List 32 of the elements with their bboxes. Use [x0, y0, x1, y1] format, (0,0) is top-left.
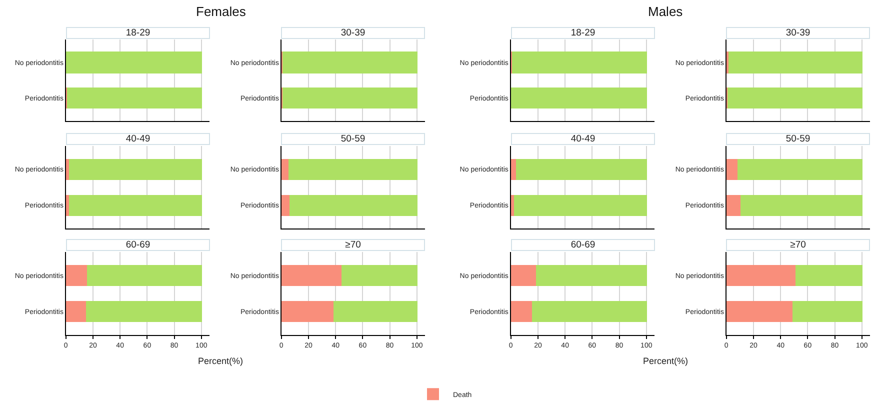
chart-title: 40-49	[570, 134, 596, 144]
bar	[333, 301, 418, 322]
bar	[66, 265, 87, 286]
chart-title: 18-29	[570, 28, 596, 38]
bar	[281, 301, 334, 322]
bar	[281, 265, 342, 286]
bar	[86, 265, 202, 286]
bar	[536, 265, 647, 286]
chart-title: 50-59	[786, 134, 810, 144]
bar	[726, 301, 792, 322]
bar	[792, 301, 862, 322]
chart-title: 18-29	[126, 28, 150, 38]
x-axis-title: Percent(%)	[643, 356, 688, 366]
bar	[341, 265, 418, 286]
x-axis-title: Percent(%)	[198, 356, 244, 366]
bar	[66, 301, 86, 322]
bar	[726, 265, 796, 286]
bar	[510, 265, 536, 286]
chart-title: ≥70	[345, 240, 361, 250]
chart-title: 30-39	[786, 28, 810, 38]
text: Females	[196, 4, 246, 19]
bar	[795, 265, 862, 286]
chart-title: ≥70	[790, 240, 806, 250]
chart-title: 30-39	[340, 28, 366, 38]
chart-title: 60-69	[570, 240, 596, 250]
text: Males	[648, 4, 684, 19]
bar	[86, 301, 202, 322]
chart-title: 40-49	[126, 134, 150, 144]
chart-title: 60-69	[126, 240, 150, 250]
bar	[532, 301, 647, 322]
chart-title: 50-59	[340, 134, 366, 144]
bar	[510, 301, 532, 322]
